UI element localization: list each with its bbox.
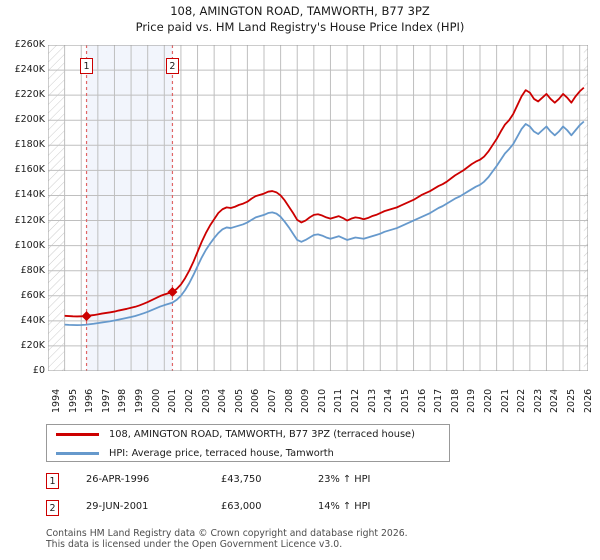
y-axis-tick-label: £40K (20, 314, 45, 326)
transaction-point-marker (81, 311, 92, 322)
x-axis: 1994 1995 1996 1997 1998 1999 2000 2001 2002 2003… (48, 373, 594, 417)
x-axis-tick-label: 1995 (67, 388, 79, 413)
legend-label: 108, AMINGTON ROAD, TAMWORTH, B77 3PZ (t… (109, 429, 415, 440)
transaction-point-marker (167, 287, 178, 298)
transaction-hpi-delta: 23% ↑ HPI (318, 474, 371, 485)
page-title: 108, AMINGTON ROAD, TAMWORTH, B77 3PZ (170, 4, 430, 18)
y-axis-tick-label: £120K (14, 214, 45, 226)
legend-label: HPI: Average price, terraced house, Tamw… (109, 448, 334, 459)
legend-color-swatch (56, 452, 99, 455)
x-axis-tick-label: 2000 (150, 388, 162, 413)
chart-svg (48, 45, 588, 371)
y-axis-tick-label: £260K (14, 39, 45, 50)
y-axis-tick-label: £140K (14, 189, 45, 201)
table-row[interactable]: 2 29-JUN-2001 £63,000 14% ↑ HPI (46, 497, 466, 524)
x-axis-tick-label: 2013 (366, 388, 378, 413)
series-line-property (64, 86, 585, 318)
x-axis-tick-label: 2022 (516, 388, 528, 413)
transactions-table: 1 26-APR-1996 £43,750 23% ↑ HPI 2 29-JUN-2001… (46, 470, 466, 524)
legend-item: 108, AMINGTON ROAD, TAMWORTH, B77 3PZ (t… (47, 425, 415, 444)
chart-title-block: 108, AMINGTON ROAD, TAMWORTH, B77 3PZ Pr… (0, 3, 600, 35)
x-axis-tick-label: 2021 (499, 388, 511, 413)
y-axis-tick-label: £60K (20, 289, 45, 301)
x-axis-tick-label: 2020 (483, 388, 494, 413)
x-axis-tick-label: 2012 (350, 388, 362, 413)
transaction-price: £43,750 (221, 474, 262, 485)
y-axis-tick-label: £220K (14, 89, 45, 101)
y-axis-tick-label: £0 (32, 365, 45, 376)
x-axis-tick-label: 2010 (316, 388, 328, 413)
y-axis-tick-label: £200K (14, 114, 45, 126)
transaction-price: £63,000 (221, 501, 262, 512)
x-axis-tick-label: 2007 (267, 388, 278, 413)
x-axis-tick-label: 2017 (433, 388, 445, 413)
x-axis-tick-label: 2009 (300, 388, 312, 413)
legend-color-swatch (56, 433, 99, 436)
transaction-index-badge: 1 (46, 473, 59, 489)
footer-attribution: Contains HM Land Registry data © Crown c… (46, 528, 566, 550)
x-axis-tick-label: 1997 (100, 388, 112, 413)
x-axis-tick-label: 2006 (250, 388, 262, 413)
transaction-date: 29-JUN-2001 (86, 501, 149, 512)
x-axis-tick-label: 1998 (117, 388, 129, 413)
footer-line-2: This data is licensed under the Open Gov… (46, 539, 343, 550)
transaction-index-badge: 2 (46, 500, 59, 516)
x-axis-tick-label: 2015 (399, 388, 411, 413)
x-axis-tick-label: 1994 (51, 388, 62, 413)
chart-legend: 108, AMINGTON ROAD, TAMWORTH, B77 3PZ (t… (46, 424, 450, 462)
transaction-date: 26-APR-1996 (86, 474, 150, 485)
x-axis-tick-label: 2002 (183, 388, 195, 413)
x-axis-tick-label: 2019 (466, 388, 478, 413)
legend-item: HPI: Average price, terraced house, Tamw… (47, 444, 334, 463)
x-axis-tick-label: 1996 (84, 388, 96, 413)
x-axis-tick-label: 1999 (134, 388, 146, 413)
x-axis-tick-label: 2018 (449, 388, 461, 413)
x-axis-tick-label: 2023 (532, 388, 544, 413)
y-axis-tick-label: £100K (14, 239, 45, 251)
x-axis-tick-label: 2024 (549, 388, 561, 413)
x-axis-tick-label: 2014 (383, 388, 395, 413)
x-axis-tick-label: 2025 (566, 388, 578, 413)
y-axis: £0 £20K £40K £60K £80K £100K £120K £140K £160K £1… (0, 40, 45, 376)
transaction-hpi-delta: 14% ↑ HPI (318, 501, 371, 512)
page-subtitle: Price paid vs. HM Land Registry's House … (135, 20, 465, 34)
y-axis-tick-label: £80K (20, 264, 45, 276)
y-axis-tick-label: £160K (14, 164, 45, 176)
x-axis-tick-label: 2026 (582, 388, 594, 413)
x-axis-tick-label: 2005 (233, 388, 245, 413)
transaction-point-markers (81, 287, 178, 322)
x-axis-tick-label: 2003 (200, 388, 212, 413)
footer-line-1: Contains HM Land Registry data © Crown c… (46, 528, 408, 539)
transaction-flag-2[interactable]: 2 (165, 58, 179, 75)
series-line-hpi (64, 120, 585, 327)
x-axis-tick-label: 2016 (416, 388, 428, 413)
x-axis-tick-label: 2004 (217, 388, 229, 413)
x-axis-tick-label: 2011 (333, 388, 345, 413)
hatched-region-right (583, 45, 588, 371)
table-row[interactable]: 1 26-APR-1996 £43,750 23% ↑ HPI (46, 470, 466, 497)
transaction-flag-1[interactable]: 1 (80, 58, 94, 75)
x-axis-tick-label: 2008 (283, 388, 295, 413)
y-axis-tick-label: £180K (14, 139, 45, 151)
hatched-region-left (48, 45, 65, 371)
y-axis-tick-label: £240K (14, 64, 45, 76)
x-axis-tick-label: 2001 (167, 388, 179, 413)
y-axis-tick-label: £20K (20, 339, 45, 351)
